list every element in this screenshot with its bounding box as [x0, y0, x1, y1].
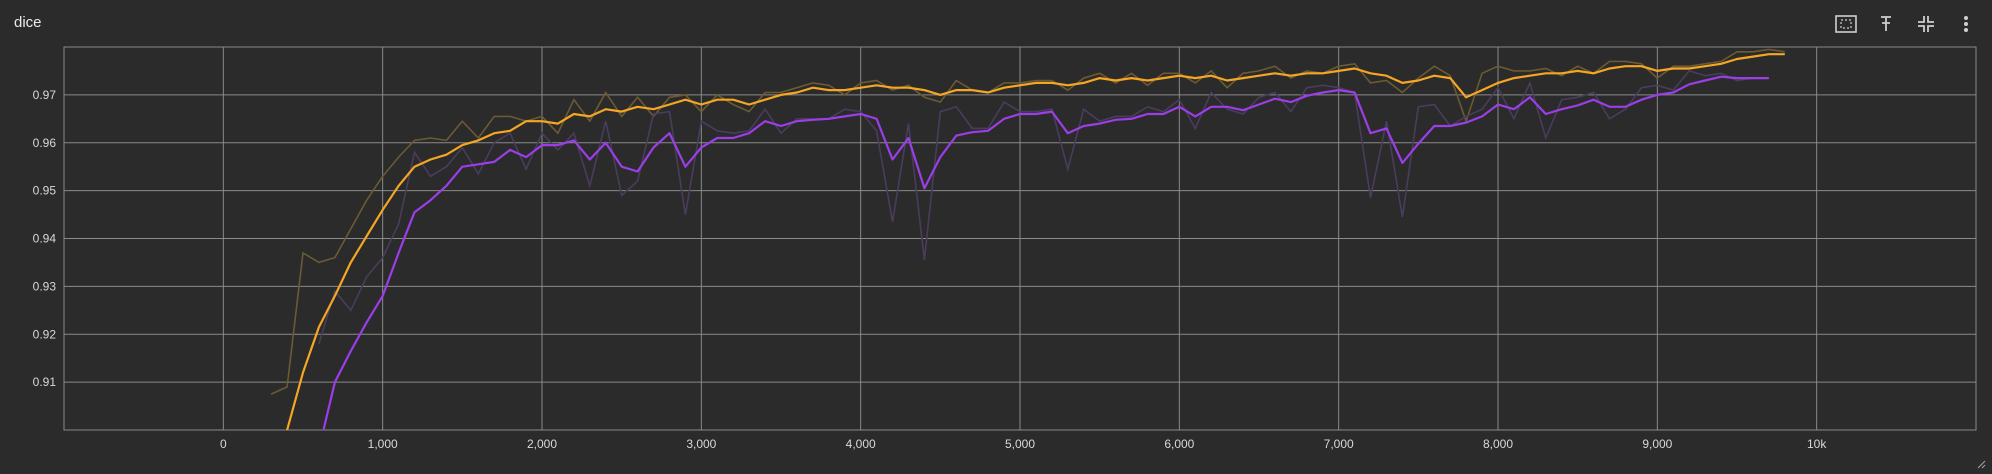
axes: 0 1,000 2,000 3,000 4,000 5,000 6,000 7,000 8,00… [33, 88, 1828, 451]
chart-title: dice [14, 14, 42, 31]
grid [63, 46, 1977, 431]
x-tick-label: 7,000 [1324, 437, 1354, 451]
y-tick-label: 0.95 [33, 184, 57, 198]
smoothed-series-line-0[interactable] [271, 53, 1785, 463]
pin-icon[interactable] [1874, 12, 1898, 36]
raw-series-line-1 [318, 69, 1769, 345]
plot-frame [63, 46, 1977, 431]
x-tick-label: 5,000 [1005, 437, 1035, 451]
x-tick-label: 1,000 [368, 437, 398, 451]
x-tick-label: 6,000 [1164, 437, 1194, 451]
chart-toolbar [1834, 12, 1978, 36]
x-tick-label: 2,000 [527, 437, 557, 451]
x-tick-label: 4,000 [846, 437, 876, 451]
more-vert-icon[interactable] [1954, 12, 1978, 36]
smoothed-series-line-1[interactable] [319, 75, 1769, 450]
selection-box-icon[interactable] [1834, 12, 1858, 36]
y-tick-label: 0.94 [33, 232, 57, 246]
raw-series-line-0 [270, 48, 1785, 395]
raw-series [270, 48, 1785, 395]
x-tick-label: 3,000 [686, 437, 716, 451]
x-tick-label: 0 [220, 437, 227, 451]
smoothed-series [271, 53, 1785, 463]
y-tick-label: 0.93 [33, 279, 57, 293]
x-tick-label: 8,000 [1483, 437, 1513, 451]
resize-handle-icon[interactable] [1974, 456, 1986, 469]
collapse-icon[interactable] [1914, 12, 1938, 36]
y-tick-label: 0.96 [33, 136, 57, 150]
x-tick-label: 9,000 [1642, 437, 1672, 451]
y-tick-label: 0.97 [33, 88, 57, 102]
x-tick-label: 10k [1807, 437, 1827, 451]
y-tick-label: 0.92 [33, 327, 57, 341]
y-tick-label: 0.91 [33, 375, 57, 389]
